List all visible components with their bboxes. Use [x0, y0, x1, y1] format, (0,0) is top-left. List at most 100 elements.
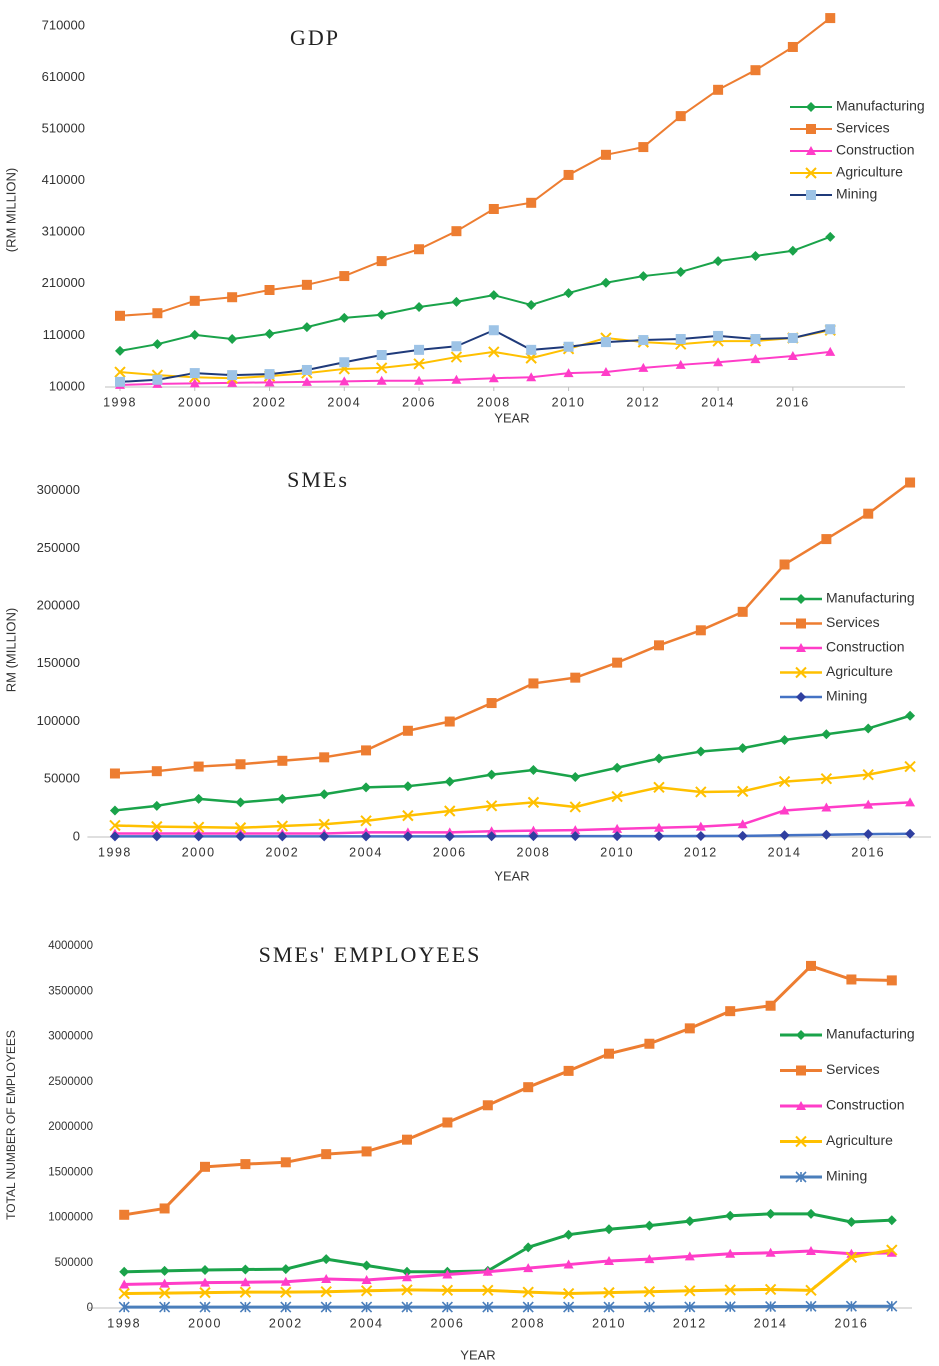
marker	[227, 370, 238, 381]
series-line	[114, 832, 911, 838]
x-tick-label: 2012	[684, 845, 718, 859]
y-tick-label: 710000	[42, 17, 85, 32]
marker	[825, 231, 836, 242]
marker	[321, 1254, 332, 1265]
marker	[320, 1286, 332, 1298]
marker	[482, 1100, 493, 1111]
marker	[750, 250, 761, 261]
x-tick-label: 1998	[98, 845, 132, 859]
marker	[779, 735, 790, 746]
marker	[402, 1266, 412, 1277]
marker	[375, 362, 388, 374]
marker	[612, 657, 623, 668]
marker	[725, 1210, 736, 1221]
marker	[319, 752, 330, 763]
series-line	[114, 765, 911, 830]
marker	[264, 328, 275, 339]
marker	[361, 1146, 372, 1157]
marker	[482, 1284, 494, 1297]
marker	[695, 746, 706, 757]
marker	[444, 831, 455, 842]
marker	[611, 790, 623, 803]
marker	[488, 203, 499, 214]
series-line	[114, 801, 911, 835]
marker	[796, 618, 806, 629]
marker	[159, 1278, 170, 1288]
y-tick-label: 0	[73, 828, 80, 843]
legend-label: Mining	[826, 1168, 867, 1184]
marker	[806, 146, 816, 155]
series-line	[119, 17, 831, 317]
chart-title: SMEs	[287, 467, 349, 492]
x-axis-label: YEAR	[460, 1347, 495, 1362]
marker	[644, 1038, 655, 1049]
marker	[779, 805, 790, 815]
marker	[526, 197, 537, 208]
marker	[109, 831, 120, 842]
marker	[301, 322, 312, 333]
marker	[695, 786, 707, 798]
marker	[485, 800, 498, 812]
marker	[200, 1264, 210, 1275]
marker	[562, 1287, 575, 1300]
marker	[444, 776, 455, 787]
marker	[301, 376, 312, 386]
marker	[846, 1217, 857, 1228]
marker	[280, 1301, 292, 1313]
marker	[764, 1283, 777, 1296]
marker	[563, 341, 574, 352]
marker	[402, 725, 413, 736]
legend-label: Construction	[826, 639, 905, 655]
x-tick-label: 2010	[592, 1316, 626, 1330]
x-tick-label: 2004	[350, 1316, 384, 1330]
series-line	[119, 329, 831, 380]
marker	[778, 775, 791, 788]
marker	[119, 1279, 130, 1289]
y-tick-label: 1000000	[48, 1212, 93, 1224]
y-tick-label: 250000	[37, 540, 80, 555]
marker	[444, 716, 455, 727]
marker	[118, 1301, 130, 1313]
series-line	[123, 964, 892, 1217]
marker	[724, 1301, 736, 1313]
marker	[482, 1301, 494, 1313]
series-line	[114, 714, 911, 812]
marker	[905, 828, 916, 839]
marker	[451, 296, 462, 307]
marker	[684, 1023, 695, 1034]
x-tick-label: 2002	[253, 395, 287, 409]
y-tick-label: 4000000	[48, 940, 93, 952]
marker	[151, 820, 163, 833]
marker	[114, 366, 126, 378]
marker	[806, 1208, 816, 1219]
marker	[653, 640, 664, 651]
marker	[109, 819, 121, 832]
marker	[695, 625, 706, 636]
marker	[684, 1251, 695, 1261]
marker	[563, 288, 574, 299]
marker	[360, 815, 372, 827]
chart-title: GDP	[290, 25, 340, 50]
marker	[713, 256, 724, 267]
marker	[825, 346, 836, 356]
marker	[820, 772, 833, 785]
marker	[643, 1286, 656, 1298]
series-line	[124, 1248, 893, 1296]
marker	[227, 292, 238, 303]
marker	[523, 1242, 534, 1253]
marker	[339, 271, 350, 282]
marker	[193, 831, 204, 842]
marker	[119, 1266, 130, 1277]
marker	[361, 782, 372, 793]
marker	[765, 1247, 776, 1257]
marker	[376, 375, 387, 385]
y-axis-label: TOTAL NUMBER OF EMPLOYEES	[4, 1030, 18, 1220]
marker	[886, 1215, 897, 1226]
marker	[451, 226, 462, 237]
marker	[603, 1301, 615, 1313]
marker	[863, 723, 874, 734]
marker	[845, 1251, 858, 1264]
marker	[152, 308, 163, 319]
marker	[886, 975, 897, 986]
marker	[414, 344, 425, 355]
